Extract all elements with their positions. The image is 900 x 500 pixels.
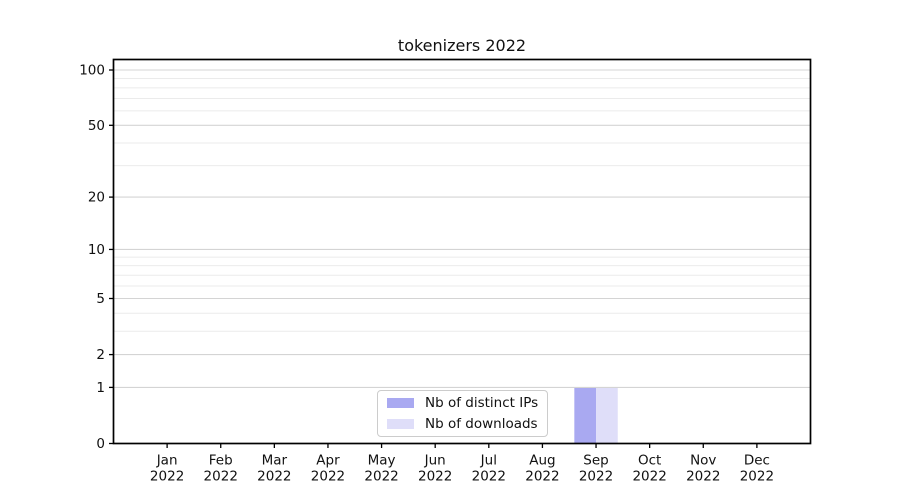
x-tick-label-month: Nov xyxy=(690,453,716,469)
x-tick-label-year: 2022 xyxy=(204,469,238,485)
legend-item-distinct-ips: Nb of distinct IPs xyxy=(387,395,538,411)
x-tick-label-year: 2022 xyxy=(257,469,291,485)
y-tick-label: 1 xyxy=(96,380,105,396)
y-tick-label: 50 xyxy=(88,118,105,134)
x-tick-label-month: Aug xyxy=(529,453,555,469)
legend: Nb of distinct IPs Nb of downloads xyxy=(377,390,549,437)
x-tick-label-year: 2022 xyxy=(686,469,720,485)
plot-border xyxy=(112,58,812,445)
x-tick-label-year: 2022 xyxy=(525,469,559,485)
x-tick-label-year: 2022 xyxy=(632,469,666,485)
x-tick-label-year: 2022 xyxy=(579,469,613,485)
x-tick-label-month: Dec xyxy=(744,453,770,469)
x-tick-label-month: Oct xyxy=(638,453,661,469)
chart-title: tokenizers 2022 xyxy=(397,36,527,55)
y-tick-label: 5 xyxy=(96,291,105,307)
legend-swatch-downloads xyxy=(387,419,414,429)
x-tick-label-month: Sep xyxy=(583,453,608,469)
legend-item-downloads: Nb of downloads xyxy=(387,416,538,432)
x-tick-label-month: Jan xyxy=(156,453,178,469)
x-tick-label-month: Jun xyxy=(424,453,446,469)
x-tick-label-month: Jul xyxy=(480,453,497,469)
x-tick-label-month: May xyxy=(368,453,396,469)
y-tick-label: 10 xyxy=(88,242,105,258)
y-tick-label: 20 xyxy=(88,190,105,206)
y-tick-label: 0 xyxy=(96,436,105,452)
legend-swatch-distinct-ips xyxy=(387,398,414,408)
bar-downloads xyxy=(596,387,618,444)
x-tick-label-month: Mar xyxy=(262,453,288,469)
x-tick-label-month: Feb xyxy=(209,453,233,469)
x-tick-label-year: 2022 xyxy=(472,469,506,485)
x-tick-label-year: 2022 xyxy=(364,469,398,485)
legend-label-downloads: Nb of downloads xyxy=(425,416,538,432)
x-tick-label-year: 2022 xyxy=(418,469,452,485)
x-tick-label-month: Apr xyxy=(316,453,340,469)
x-tick-label-year: 2022 xyxy=(150,469,184,485)
legend-label-distinct-ips: Nb of distinct IPs xyxy=(425,395,539,411)
y-tick-label: 100 xyxy=(79,63,105,79)
x-tick-label-year: 2022 xyxy=(740,469,774,485)
bar-distinct-ips xyxy=(574,387,597,444)
y-tick-label: 2 xyxy=(96,347,105,363)
x-tick-label-year: 2022 xyxy=(311,469,345,485)
